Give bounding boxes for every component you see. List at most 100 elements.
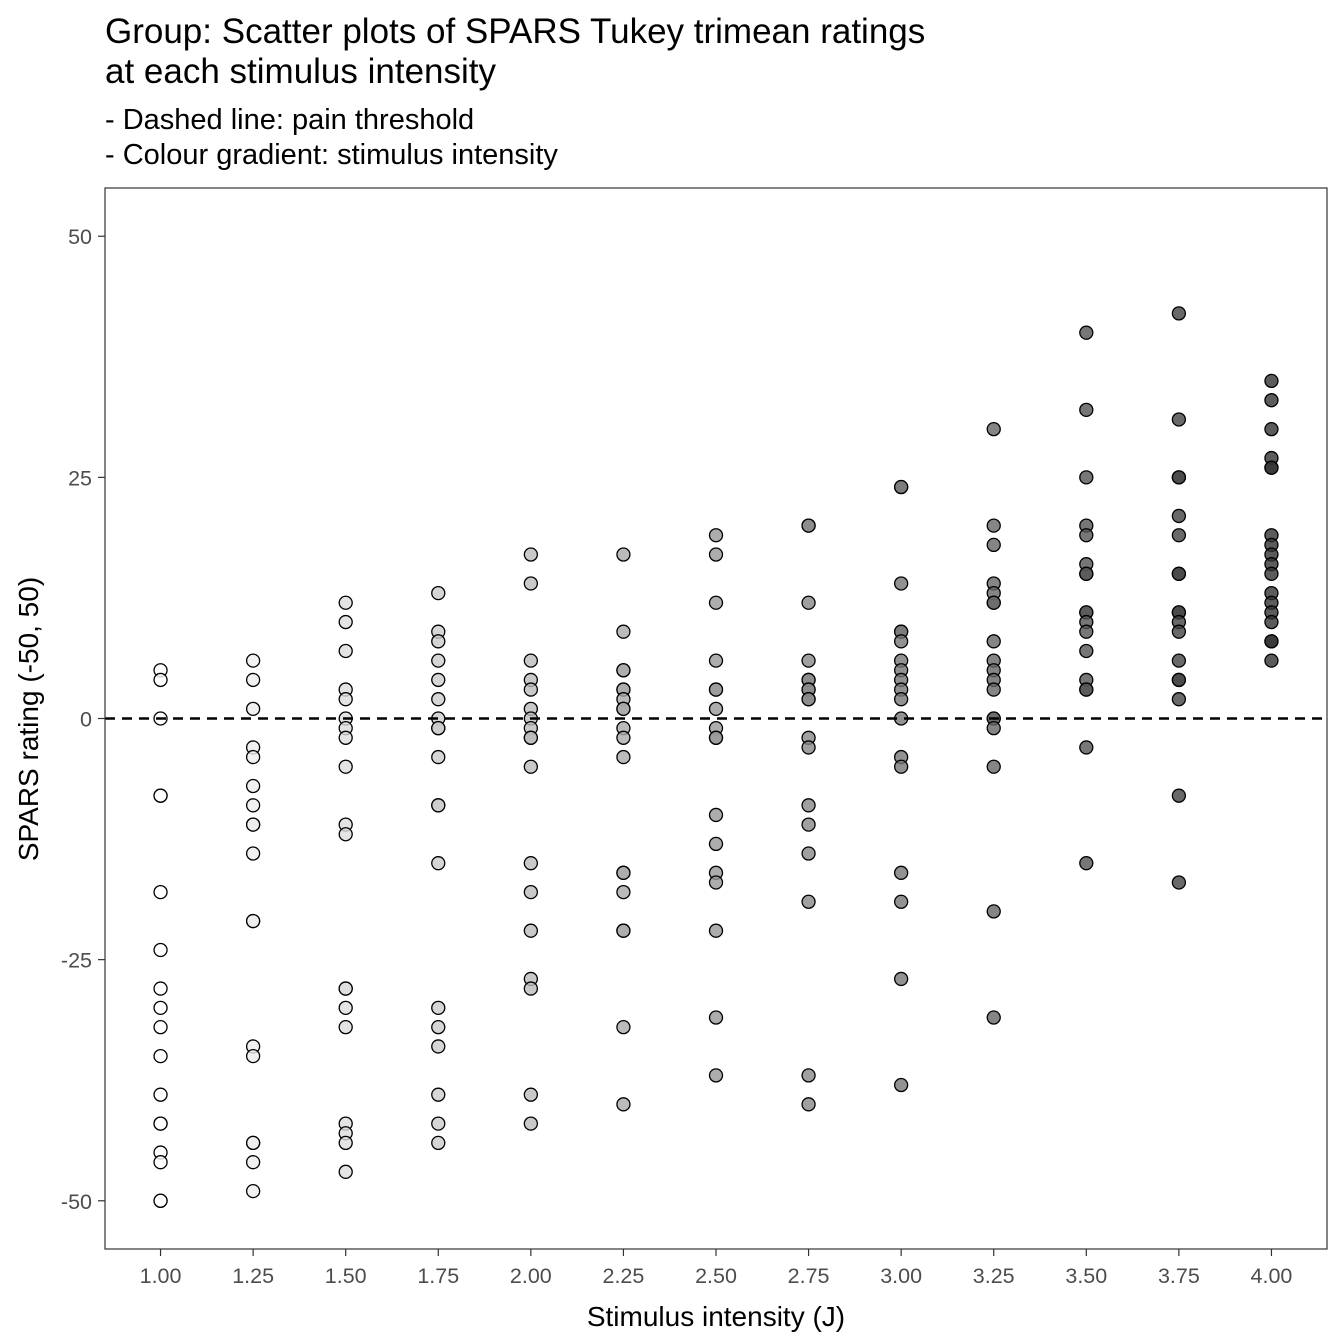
data-point [245,1048,261,1064]
data-point [801,595,816,610]
data-point [338,692,353,707]
data-point [708,730,724,745]
data-point [1264,460,1279,475]
data-point [431,634,446,649]
data-point [894,634,909,649]
data-point [431,692,446,707]
data-point [338,981,353,996]
data-point [986,518,1001,533]
data-point [708,682,724,697]
chart-title-line1: Group: Scatter plots of SPARS Tukey trim… [105,12,926,51]
data-point [708,836,724,852]
data-point [245,1155,261,1170]
y-axis: -50 -25 0 25 50 [61,225,105,1214]
y-tick-label: -50 [61,1190,92,1214]
data-point [338,759,353,774]
x-tick-label: 2.50 [695,1264,737,1288]
data-point [523,547,538,562]
data-point [1264,373,1279,389]
data-point [1264,566,1279,581]
data-point [431,1020,446,1035]
data-point [986,1010,1001,1025]
data-point [1079,643,1094,659]
data-point [894,865,909,880]
data-point [708,807,724,823]
data-point [1079,856,1094,871]
data-point [431,856,446,871]
data-point [1171,306,1187,321]
data-point [708,653,724,668]
data-point [1079,682,1094,697]
data-point [245,778,261,794]
data-point [338,827,353,842]
data-point [1171,470,1187,485]
data-point [431,585,446,601]
chart-subtitle-line2: - Colour gradient: stimulus intensity [105,139,558,171]
data-point [1171,788,1187,803]
data-point [153,1087,168,1102]
data-point [616,865,631,880]
data-point [708,1068,724,1083]
data-point [431,749,446,765]
data-point [801,894,816,909]
data-point [894,894,909,909]
data-point [1079,740,1094,755]
data-point [338,643,353,659]
data-point [616,701,631,717]
data-point [245,1183,261,1199]
x-tick-label: 2.00 [510,1264,552,1288]
x-tick-label: 1.00 [140,1264,182,1288]
data-point [523,576,538,591]
data-point [523,981,538,996]
data-point [1171,508,1187,524]
data-point [616,547,631,562]
x-tick-label: 1.50 [325,1264,367,1288]
data-point [431,1039,446,1054]
data-point [431,672,446,688]
data-point [245,817,261,832]
data-point [153,1116,168,1131]
data-point [523,856,538,871]
data-point [801,692,816,707]
x-tick-label: 3.75 [1158,1264,1200,1288]
data-point [523,1116,538,1131]
data-point [801,653,816,668]
x-tick-label: 3.50 [1065,1264,1107,1288]
data-point [708,1010,724,1025]
data-point [153,1155,168,1170]
chart-subtitle-line1: - Dashed line: pain threshold [105,104,475,136]
data-point [1264,421,1279,437]
data-point [245,798,261,813]
data-point [616,749,631,765]
data-point [431,1116,446,1131]
data-point [245,672,261,688]
data-point [338,1020,353,1035]
data-point [801,518,816,533]
x-axis: 1.00 1.25 1.50 1.75 2.00 2.25 2.50 2.75 3.00 3.25… [140,1249,1292,1288]
y-tick-label: -25 [61,949,92,973]
data-point [801,1097,816,1112]
data-point [1079,470,1094,485]
data-point [153,981,168,996]
data-point [245,846,261,861]
data-point [153,1020,168,1035]
data-point [153,1193,168,1208]
y-tick-label: 50 [68,225,92,249]
data-point [986,682,1001,697]
data-point [1171,875,1187,890]
data-point [801,1068,816,1083]
data-point [245,913,261,929]
x-tick-label: 3.25 [973,1264,1015,1288]
data-point [616,624,631,639]
y-tick-label: 25 [68,466,92,490]
data-point [1264,614,1279,630]
data-point [523,730,538,745]
data-point [616,730,631,745]
data-point [431,653,446,668]
data-point [1264,393,1279,408]
data-point [1079,325,1094,340]
data-point [894,759,909,774]
data-point [708,701,724,717]
x-tick-label: 1.75 [417,1264,459,1288]
